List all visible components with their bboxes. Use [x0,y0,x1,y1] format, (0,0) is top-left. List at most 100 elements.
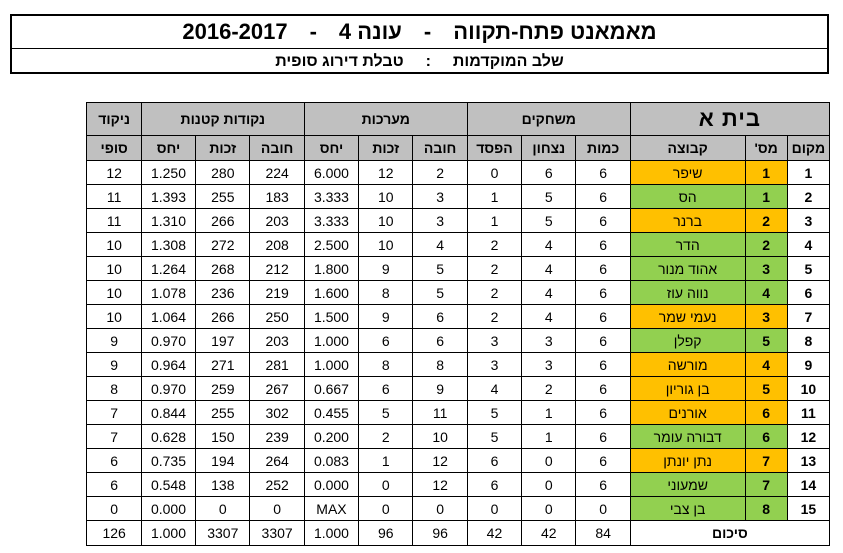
sets-credit-cell: 8 [358,352,414,377]
group-number-cell: 5 [744,376,788,401]
matches-count-cell: 6 [575,208,631,233]
points-credit-cell: 197 [195,328,251,353]
wins-cell: 3 [521,328,577,353]
summary-label: סיכום [629,520,831,546]
points-credit-cell: 280 [195,160,251,185]
sets-credit-cell: 5 [358,400,414,425]
wins-cell: 4 [521,280,577,305]
sets-credit-cell: 10 [358,232,414,257]
team-name-cell: קפלן [629,328,746,353]
matches-header: משחקים [466,102,631,136]
team-name-cell: דבורה עומר [629,424,746,449]
points-ratio-cell: 1.310 [140,208,197,233]
sets-debit-cell: 5 [412,256,468,281]
final-score-cell: 9 [86,352,142,377]
final-score-cell: 12 [86,160,142,185]
wins-cell: 5 [521,184,577,209]
points-debit-cell: 203 [249,328,305,353]
sets-debit-cell: 9 [412,376,468,401]
losses-cell: 2 [466,304,523,329]
header-row-groups: בית א משחקים מערכות נקודות קטנות ניקוד [11,102,831,136]
points-debit-cell: 302 [249,400,305,425]
sets-ratio-cell: 1.600 [303,280,360,305]
team-name-cell: בן צבי [629,496,746,521]
rank-cell: 1 [786,160,831,185]
final-score-cell: 7 [86,424,142,449]
loss-header: הפסד [466,135,523,161]
sets-credit-cell: 9 [358,256,414,281]
group-number-cell: 5 [744,328,788,353]
points-credit-cell: 259 [195,376,251,401]
sets-ratio-cell: 0.667 [303,376,360,401]
table-row: 9 4 מורשה 6 3 3 8 8 1.000 281 271 0.964 9 [11,352,831,377]
points-debit-cell: 264 [249,448,305,473]
matches-count-cell: 6 [575,472,631,497]
rank-cell: 11 [786,400,831,425]
title-sub-line: שלב המוקדמות : טבלת דירוג סופית [12,49,827,74]
sets-credit-cell: 6 [358,328,414,353]
points-credit-cell: 266 [195,304,251,329]
sets-credit-cell: 0 [358,472,414,497]
points-debit-cell: 267 [249,376,305,401]
final-score-cell: 0 [86,496,142,521]
final-score-cell: 7 [86,400,142,425]
sets-ratio-cell: 0.455 [303,400,360,425]
table-row: 3 2 ברנר 6 5 1 3 10 3.333 203 266 1.310 11 [11,208,831,233]
matches-count-cell: 6 [575,232,631,257]
final-score-cell: 6 [86,472,142,497]
summary-row: סיכום 84 42 42 96 96 1.000 3307 3307 1.0… [11,520,831,546]
sets-ratio-header: יחס [303,135,360,161]
matches-count-cell: 6 [575,280,631,305]
sets-ratio-cell: 0.200 [303,424,360,449]
matches-count-cell: 6 [575,424,631,449]
group-number-cell: 2 [744,208,788,233]
league-name: מאמאנט פתח-תקווה [453,19,657,44]
final-header: סופי [86,135,142,161]
group-number-cell: 7 [744,448,788,473]
final-score-cell: 9 [86,328,142,353]
team-name-cell: שיפר [629,160,746,185]
points-credit-cell: 138 [195,472,251,497]
points-ratio-header: יחס [140,135,197,161]
final-score-cell: 8 [86,376,142,401]
team-name-cell: אורנים [629,400,746,425]
rank-cell: 15 [786,496,831,521]
table-row: 12 6 דבורה עומר 6 1 5 10 2 0.200 239 150 0.628 7 [11,424,831,449]
points-credit-cell: 266 [195,208,251,233]
wins-cell: 4 [521,232,577,257]
points-debit-cell: 203 [249,208,305,233]
matches-count-cell: 6 [575,304,631,329]
final-score-cell: 10 [86,304,142,329]
table-row: 1 1 שיפר 6 6 0 2 12 6.000 224 280 1.250 12 [11,160,831,185]
team-name-cell: מורשה [629,352,746,377]
group-number-cell: 1 [744,160,788,185]
final-score-cell: 6 [86,448,142,473]
points-credit-cell: 0 [195,496,251,521]
table-row: 14 7 שמעוני 6 0 6 12 0 0.000 252 138 0.548 6 [11,472,831,497]
losses-cell: 2 [466,280,523,305]
points-debit-header: חובה [249,135,305,161]
sets-ratio-cell: 0.083 [303,448,360,473]
matches-count-cell: 6 [575,352,631,377]
title-box: מאמאנט פתח-תקווה - עונה 4 - 2016-2017 של… [10,14,829,74]
team-name-cell: נווה עוז [629,280,746,305]
group-number-cell: 3 [744,304,788,329]
table-row: 7 3 נעמי שמר 6 4 2 6 9 1.500 250 266 1.064 10 [11,304,831,329]
wins-cell: 0 [521,496,577,521]
rank-cell: 3 [786,208,831,233]
matches-count-cell: 6 [575,376,631,401]
points-ratio-cell: 0.000 [140,496,197,521]
losses-cell: 0 [466,496,523,521]
points-credit-cell: 236 [195,280,251,305]
season-years: 2016-2017 [182,19,288,44]
sets-debit-cell: 11 [412,400,468,425]
summary-points-credit: 3307 [195,520,251,546]
table-name: טבלת דירוג סופית [275,52,404,70]
wins-cell: 5 [521,208,577,233]
team-name-cell: הס [629,184,746,209]
sets-credit-cell: 12 [358,160,414,185]
sets-ratio-cell: MAX [303,496,360,521]
losses-cell: 1 [466,208,523,233]
sets-ratio-cell: 3.333 [303,184,360,209]
losses-cell: 1 [466,184,523,209]
